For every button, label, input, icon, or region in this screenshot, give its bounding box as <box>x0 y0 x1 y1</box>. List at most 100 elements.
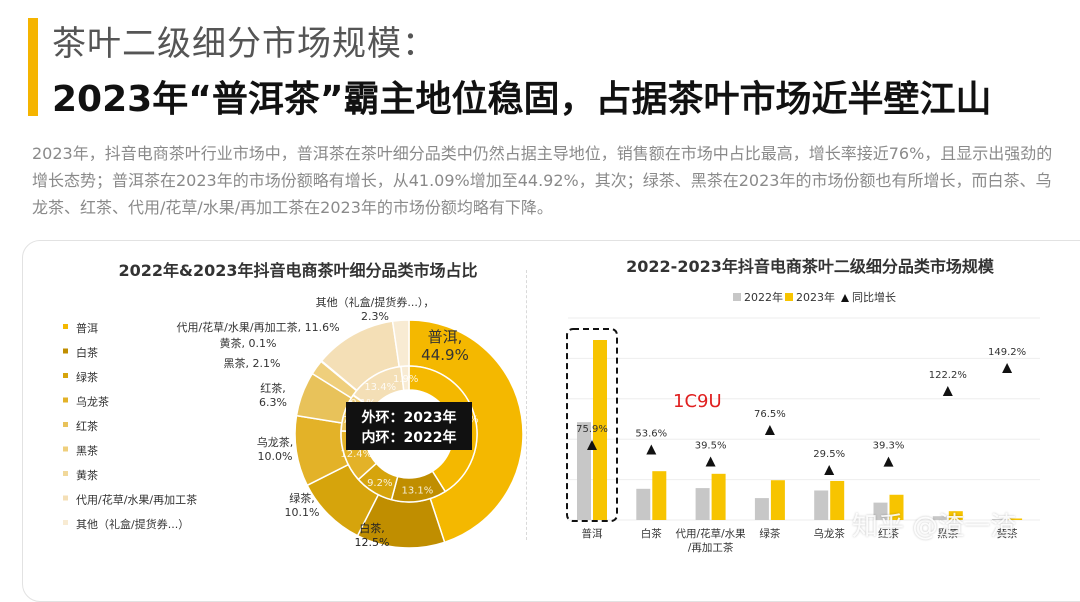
legend-label: 乌龙茶 <box>76 395 109 409</box>
legend-swatch-2023 <box>785 293 793 301</box>
legend-swatch <box>63 471 68 476</box>
outer-slice-label: 白茶, <box>359 521 385 535</box>
legend-swatch <box>63 422 68 427</box>
bar-2023 <box>948 511 963 520</box>
category-label: 红茶 <box>878 527 899 540</box>
bar-2023 <box>1008 518 1023 520</box>
growth-label: 76.5% <box>754 409 786 420</box>
legend-swatch-2022 <box>733 293 741 301</box>
legend-label: 代用/花草/水果/再加工茶 <box>76 494 197 507</box>
donut-chart-title: 2022年&2023年抖音电商茶叶细分品类市场占比 <box>118 261 477 280</box>
legend-label-growth: 同比增长 <box>852 290 896 304</box>
growth-label: 149.2% <box>988 347 1026 358</box>
center-label-line2: 内环：2022年 <box>362 429 457 446</box>
growth-label: 75.9% <box>576 424 608 435</box>
legend-label: 黑茶 <box>76 445 98 458</box>
bar-2022 <box>695 488 710 520</box>
category-label: 代用/花草/水果 <box>676 527 747 540</box>
growth-label: 39.5% <box>695 440 727 451</box>
legend-label-2023: 2023年 <box>796 290 835 304</box>
growth-marker <box>942 386 953 397</box>
growth-label: 39.3% <box>873 441 905 452</box>
outer-slice-label: 10.0% <box>258 450 293 463</box>
growth-marker <box>646 444 657 455</box>
legend-label: 黄茶 <box>76 468 98 482</box>
growth-marker <box>705 456 716 467</box>
bar-2023 <box>711 473 726 520</box>
category-label: 绿茶 <box>759 527 780 540</box>
bar-2022 <box>636 488 651 520</box>
title-accent-bar <box>28 18 38 116</box>
chart-panel <box>22 240 1080 602</box>
outer-slice-label: 绿茶, <box>289 491 315 505</box>
bar-chart: 2022-2023年抖音电商茶叶二级细分品类市场规模 2022年 2023年 同比增… <box>566 257 1040 554</box>
bar-2022 <box>577 422 591 520</box>
growth-marker <box>824 465 835 475</box>
bar-2023 <box>652 471 667 520</box>
legend-swatch <box>63 324 68 329</box>
panel-divider <box>526 270 527 540</box>
outer-slice-label: 红茶, <box>260 382 286 395</box>
growth-marker <box>587 440 597 450</box>
donut-outer-ring <box>294 319 524 549</box>
outer-slice-label: 44.9% <box>421 346 469 364</box>
description-paragraph: 2023年，抖音电商茶叶行业市场中，普洱茶在茶叶细分品类中仍然占据主导地位，销售… <box>32 144 1053 217</box>
growth-label: 29.5% <box>813 449 845 460</box>
category-label: 黑茶 <box>937 527 958 540</box>
section-title: 茶叶二级细分市场规模： <box>52 24 437 64</box>
growth-label: 53.6% <box>635 428 667 439</box>
legend-label: 白茶 <box>76 346 98 360</box>
outer-slice-label: 乌龙茶, <box>257 435 294 449</box>
outer-slice-label: 12.5% <box>355 536 390 549</box>
headline: 2023年“普洱茶”霸主地位稳固，占据茶叶市场近半壁江山 <box>52 79 992 120</box>
bar-2023 <box>830 480 845 520</box>
outer-slice-label: 黄茶, 0.1% <box>220 336 277 350</box>
outer-slice-label: 其他（礼盒/提货券...）， <box>316 295 435 309</box>
bar-2022 <box>992 519 1007 520</box>
bar-2023 <box>770 480 785 520</box>
legend-swatch <box>63 495 68 501</box>
bar-2022 <box>873 502 888 520</box>
inner-slice-label: 9.2% <box>367 478 392 489</box>
bar-series <box>566 328 1023 522</box>
legend-swatch <box>63 397 68 403</box>
outer-slice-label: 6.3% <box>259 396 287 409</box>
growth-marker <box>883 456 894 467</box>
inner-slice-label: 12.4% <box>340 449 372 460</box>
legend-marker-growth <box>841 294 849 302</box>
legend-label: 其他（礼盒/提货券...） <box>76 517 189 531</box>
bar-2022 <box>754 498 769 520</box>
inner-slice-label: 1.9% <box>393 374 418 385</box>
legend-swatch <box>63 348 68 354</box>
bar-2023 <box>889 494 904 520</box>
bar-2022 <box>814 490 829 520</box>
category-label: 白茶 <box>641 527 662 540</box>
donut-legend: 普洱白茶绿茶乌龙茶红茶黑茶黄茶代用/花草/水果/再加工茶其他（礼盒/提货券...… <box>63 321 197 531</box>
inner-slice-label: 13.1% <box>402 485 434 496</box>
category-label: 乌龙茶 <box>813 527 845 540</box>
legend-swatch <box>63 520 68 525</box>
legend-label: 绿茶 <box>76 370 98 384</box>
watermark: 知乎 @渣一渣 <box>852 512 1017 542</box>
category-label: 普洱 <box>582 527 603 540</box>
outer-slice-label: 普洱, <box>428 328 463 346</box>
growth-label: 122.2% <box>929 370 967 381</box>
bar-legend: 2022年 2023年 同比增长 <box>733 290 896 304</box>
legend-swatch <box>63 446 68 452</box>
outer-slice-label: 10.1% <box>285 506 320 519</box>
outer-slice-label: 黑茶, 2.1% <box>224 357 281 370</box>
legend-label-2022: 2022年 <box>744 290 783 304</box>
growth-marker <box>1002 363 1013 373</box>
category-label: /再加工茶 <box>688 541 734 554</box>
category-label: 黄茶 <box>997 527 1019 540</box>
bar-category-labels: 普洱 白茶 代用/花草/水果/再加工茶 绿茶 乌龙茶 红茶 黑茶 黄茶 <box>582 527 1019 554</box>
donut-chart: 2022年&2023年抖音电商茶叶细分品类市场占比 普洱白茶绿茶乌龙茶红茶黑茶黄… <box>63 261 524 549</box>
outer-slice-label: 2.3% <box>361 310 389 323</box>
inner-slice <box>400 365 410 392</box>
annotation-text: 1C9U <box>673 391 722 412</box>
center-label-box <box>346 402 472 450</box>
legend-label: 普洱 <box>76 321 98 335</box>
bar-2022 <box>932 516 947 520</box>
outer-slice-label: 代用/花草/水果/再加工茶, 11.6% <box>176 321 339 334</box>
bar-2023 <box>593 340 607 520</box>
